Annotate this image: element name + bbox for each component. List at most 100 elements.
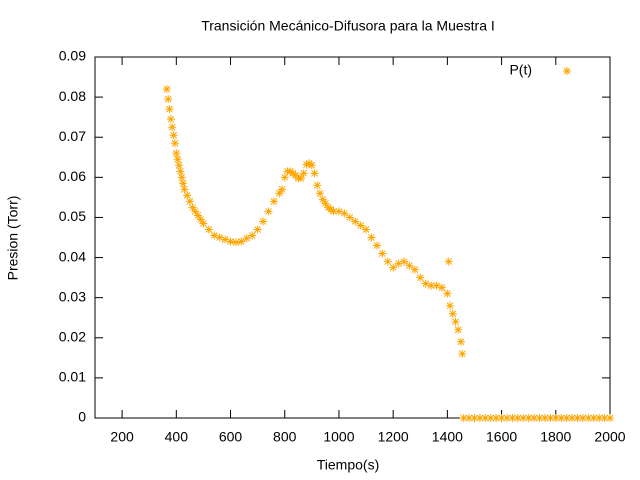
chart-title: Transición Mecánico-Difusora para la Mue… [201, 18, 495, 34]
point [524, 414, 533, 422]
point [454, 325, 463, 334]
point [210, 231, 219, 240]
point [221, 235, 230, 244]
y-tick-label: 0.01 [59, 369, 86, 385]
point [242, 234, 251, 243]
point [546, 414, 555, 422]
x-tick-label: 1200 [378, 429, 409, 445]
point [299, 169, 308, 178]
point [405, 261, 414, 270]
point [166, 115, 175, 124]
x-tick-label: 800 [273, 429, 297, 445]
point [508, 414, 517, 422]
point [315, 189, 324, 198]
x-tick-label: 1600 [486, 429, 517, 445]
point [427, 281, 436, 290]
point [177, 173, 186, 182]
point [176, 167, 185, 176]
point [530, 414, 539, 422]
y-tick-label: 0.03 [59, 288, 86, 304]
point [196, 215, 205, 224]
point [231, 238, 240, 247]
point [519, 414, 528, 422]
point [269, 197, 278, 206]
point [372, 241, 381, 250]
point [606, 414, 614, 422]
point [259, 217, 268, 226]
point [168, 123, 177, 132]
point [351, 217, 360, 226]
point [600, 414, 609, 422]
y-tick-label: 0.02 [59, 328, 86, 344]
point [443, 289, 452, 298]
y-tick-label: 0.05 [59, 208, 86, 224]
point [400, 257, 408, 266]
point [378, 249, 387, 258]
point [183, 191, 192, 200]
point [459, 414, 468, 422]
point [503, 414, 511, 422]
x-tick-label: 400 [165, 429, 189, 445]
point [253, 225, 262, 234]
point [237, 237, 246, 246]
legend-label: P(t) [509, 62, 532, 78]
point [437, 283, 446, 292]
point [321, 199, 330, 208]
point [535, 414, 544, 422]
y-axis-label: Presion (Torr) [5, 196, 21, 281]
point [318, 195, 327, 204]
point [475, 414, 484, 422]
point [446, 301, 455, 310]
plot-frame [94, 56, 611, 419]
point [389, 263, 398, 272]
point [492, 414, 501, 422]
point [307, 161, 316, 170]
point [185, 197, 194, 206]
point [410, 265, 419, 274]
x-tick-label: 600 [219, 429, 243, 445]
point [497, 414, 506, 422]
point [175, 161, 184, 170]
point [170, 139, 179, 148]
point [551, 414, 560, 422]
point [264, 207, 273, 216]
point [367, 233, 376, 242]
point [329, 207, 338, 216]
point [540, 414, 549, 422]
point [164, 95, 173, 104]
point [165, 105, 174, 114]
point [513, 414, 522, 422]
point [179, 179, 188, 188]
point [362, 225, 371, 234]
point [345, 213, 354, 222]
x-axis-label: Tiempo(s) [317, 457, 380, 473]
point [458, 349, 467, 358]
y-tick-label: 0.06 [59, 168, 86, 184]
point [194, 211, 202, 220]
point [162, 85, 171, 94]
x-tick-label: 1000 [323, 429, 354, 445]
x-tick-label: 1400 [432, 429, 463, 445]
point [595, 414, 604, 422]
point [169, 131, 178, 140]
x-tick-label: 1800 [540, 429, 571, 445]
point [173, 155, 182, 164]
point [448, 309, 457, 318]
y-tick-label: 0.08 [59, 88, 86, 104]
point [589, 414, 598, 422]
point [313, 181, 322, 190]
point [421, 279, 430, 288]
point [465, 414, 474, 422]
point [199, 219, 208, 228]
x-tick-label: 2000 [594, 429, 625, 445]
point [568, 414, 577, 422]
point [481, 414, 490, 422]
y-tick-label: 0 [78, 409, 86, 425]
point [280, 173, 289, 182]
point [557, 414, 566, 422]
x-tick-label: 200 [110, 429, 134, 445]
point [248, 231, 257, 240]
point [180, 185, 189, 194]
